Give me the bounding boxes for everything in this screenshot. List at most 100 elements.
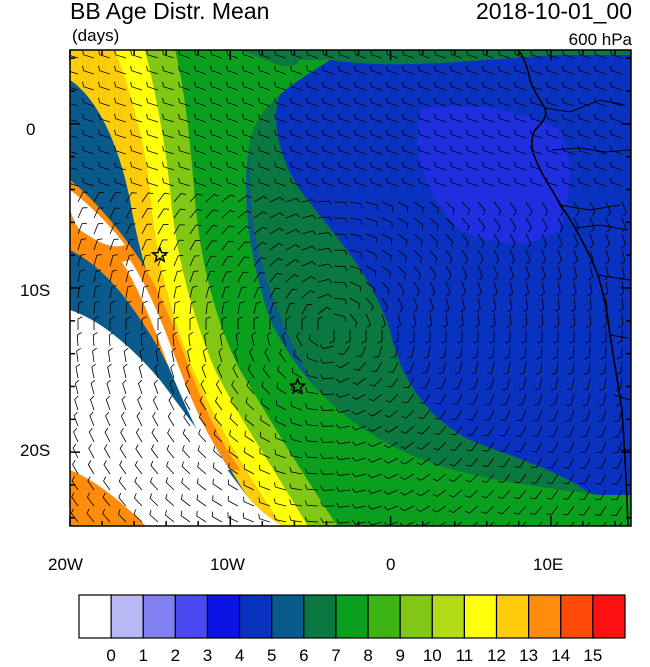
wind-barb bbox=[354, 129, 367, 139]
wind-barb bbox=[514, 457, 527, 468]
wind-barb bbox=[157, 285, 165, 299]
wind-barb bbox=[335, 455, 351, 461]
map-datetime: 2018-10-01_00 bbox=[475, 0, 632, 24]
wind-barb bbox=[217, 363, 223, 379]
wind-barb bbox=[140, 332, 146, 347]
wind-barb bbox=[467, 409, 479, 421]
wind-barb bbox=[476, 297, 481, 313]
wind-barb bbox=[548, 441, 559, 453]
wind-barb bbox=[226, 97, 239, 107]
wind-barb bbox=[351, 519, 367, 525]
wind-barb bbox=[306, 177, 319, 187]
wind-barb bbox=[497, 505, 511, 515]
wind-barb bbox=[72, 460, 79, 475]
wind-barb bbox=[506, 313, 512, 328]
wind-barb bbox=[370, 65, 383, 75]
wind-barb bbox=[397, 297, 404, 313]
wind-barb bbox=[365, 313, 371, 329]
wind-barb bbox=[162, 113, 175, 123]
wind-barb bbox=[598, 393, 607, 407]
wind-barb bbox=[82, 177, 95, 187]
wind-barb bbox=[351, 441, 367, 446]
colorbar-swatch bbox=[367, 594, 401, 639]
wind-barb bbox=[306, 145, 319, 155]
wind-barb bbox=[227, 495, 239, 507]
wind-barb bbox=[580, 441, 591, 453]
wind-barb bbox=[199, 396, 207, 411]
wind-barb bbox=[486, 361, 495, 375]
wind-barb bbox=[77, 191, 88, 203]
wind-barb bbox=[571, 297, 576, 313]
wind-barb bbox=[402, 161, 415, 171]
wind-barb bbox=[245, 397, 255, 411]
wind-barb bbox=[445, 281, 451, 297]
wind-barb bbox=[596, 457, 607, 469]
wind-barb bbox=[237, 241, 251, 251]
wind-barb bbox=[88, 427, 95, 443]
wind-barb bbox=[242, 129, 255, 139]
colorbar-label: 12 bbox=[487, 646, 506, 665]
wind-barb bbox=[402, 65, 415, 75]
wind-barb bbox=[150, 444, 159, 459]
wind-barb bbox=[77, 285, 85, 299]
wind-barb bbox=[418, 129, 431, 139]
wind-barb bbox=[274, 65, 287, 75]
wind-barb bbox=[189, 224, 202, 235]
wind-barb bbox=[180, 510, 191, 523]
wind-barb bbox=[402, 129, 415, 139]
wind-barb bbox=[262, 364, 271, 379]
wind-barb bbox=[229, 413, 239, 427]
wind-barb bbox=[173, 224, 185, 235]
wind-barb bbox=[322, 145, 335, 155]
wind-barb bbox=[281, 331, 287, 347]
wind-barb bbox=[589, 233, 595, 249]
wind-barb bbox=[369, 377, 383, 387]
colorbar-label: 6 bbox=[299, 646, 309, 665]
wind-barb bbox=[581, 409, 591, 422]
wind-barb bbox=[205, 193, 219, 203]
wind-barb bbox=[290, 65, 303, 75]
wind-barb bbox=[365, 281, 376, 294]
wind-barb bbox=[402, 113, 415, 123]
wind-barb bbox=[77, 238, 87, 251]
wind-barb bbox=[562, 129, 575, 139]
wind-barb bbox=[221, 225, 235, 235]
wind-barb bbox=[242, 97, 255, 107]
colorbar-label: 8 bbox=[363, 646, 373, 665]
wind-barb bbox=[477, 217, 486, 232]
wind-barb bbox=[578, 81, 591, 91]
wind-barb bbox=[435, 393, 447, 405]
wind-barb bbox=[617, 330, 623, 344]
wind-barb bbox=[125, 223, 136, 235]
wind-barb bbox=[566, 377, 575, 391]
wind-barb bbox=[566, 393, 575, 407]
wind-barb bbox=[499, 425, 511, 437]
wind-barb bbox=[242, 145, 255, 155]
wind-barb bbox=[82, 113, 95, 123]
wind-barb bbox=[482, 113, 495, 123]
wind-barb bbox=[594, 177, 607, 187]
wind-barb bbox=[301, 290, 316, 299]
wind-barb bbox=[482, 161, 495, 171]
wind-barb bbox=[322, 65, 335, 75]
wind-barb bbox=[273, 514, 287, 523]
wind-barb bbox=[618, 297, 624, 313]
wind-barb bbox=[119, 444, 127, 459]
wind-barb bbox=[301, 316, 307, 330]
colorbar-label: 11 bbox=[455, 646, 474, 665]
wind-barb bbox=[205, 209, 219, 219]
wind-barb bbox=[434, 81, 447, 91]
wind-barb bbox=[103, 444, 111, 459]
wind-barb bbox=[586, 313, 592, 328]
wind-barb bbox=[583, 377, 591, 391]
wind-barb bbox=[418, 409, 431, 420]
wind-barb bbox=[464, 505, 479, 514]
wind-barb bbox=[509, 233, 516, 249]
wind-barb bbox=[109, 316, 115, 330]
wind-barb bbox=[173, 316, 179, 330]
wind-barb bbox=[610, 129, 623, 139]
wind-barb bbox=[273, 482, 287, 491]
colorbar-swatch bbox=[399, 594, 433, 639]
wind-barb bbox=[322, 177, 335, 187]
wind-barb bbox=[400, 473, 415, 481]
